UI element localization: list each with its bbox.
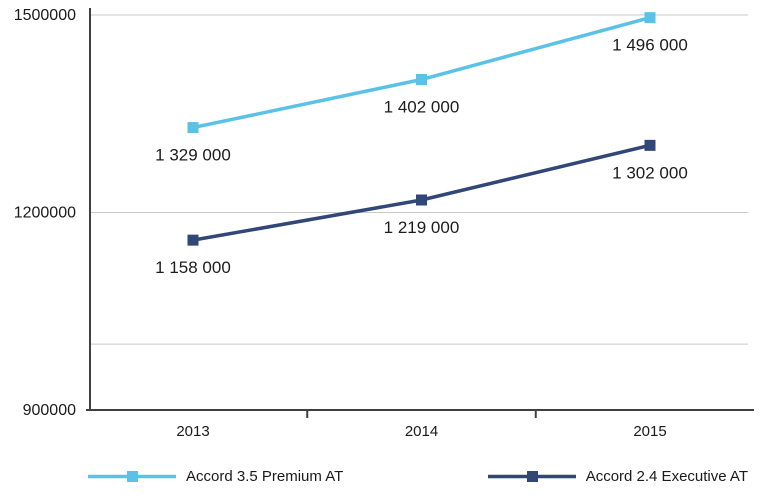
data-point-marker bbox=[187, 234, 199, 246]
legend-label: Accord 3.5 Premium AT bbox=[186, 468, 344, 485]
x-tick-label: 2015 bbox=[633, 423, 666, 440]
data-label: 1 329 000 bbox=[155, 146, 231, 165]
legend-marker-icon bbox=[88, 471, 176, 482]
data-label: 1 302 000 bbox=[612, 163, 688, 182]
y-tick-label: 900000 bbox=[23, 402, 76, 419]
legend-label: Accord 2.4 Executive AT bbox=[585, 468, 748, 485]
legend-item-2: Accord 2.4 Executive AT bbox=[487, 468, 748, 485]
legend: Accord 3.5 Premium AT Accord 2.4 Executiv… bbox=[0, 468, 768, 485]
x-tick-label: 2013 bbox=[176, 423, 209, 440]
data-label: 1 219 000 bbox=[384, 218, 460, 237]
x-tick-label: 2014 bbox=[405, 423, 438, 440]
data-point-marker bbox=[187, 122, 199, 134]
data-point-marker bbox=[644, 139, 656, 151]
data-point-marker bbox=[416, 194, 427, 206]
y-tick-label: 1500000 bbox=[14, 7, 76, 24]
legend-item-1: Accord 3.5 Premium AT bbox=[88, 468, 343, 485]
data-point-marker bbox=[416, 74, 427, 86]
data-label: 1 158 000 bbox=[155, 258, 231, 277]
legend-marker-icon bbox=[487, 471, 576, 482]
y-tick-label: 1200000 bbox=[14, 205, 76, 222]
data-label: 1 496 000 bbox=[612, 36, 688, 55]
data-point-marker bbox=[644, 12, 656, 24]
line-chart: 900000 1200000 1500000 2013 2014 2015 1 329 00… bbox=[14, 7, 754, 440]
data-label: 1 402 000 bbox=[384, 98, 460, 117]
chart-container: 900000 1200000 1500000 2013 2014 2015 1 329 00… bbox=[14, 7, 754, 440]
